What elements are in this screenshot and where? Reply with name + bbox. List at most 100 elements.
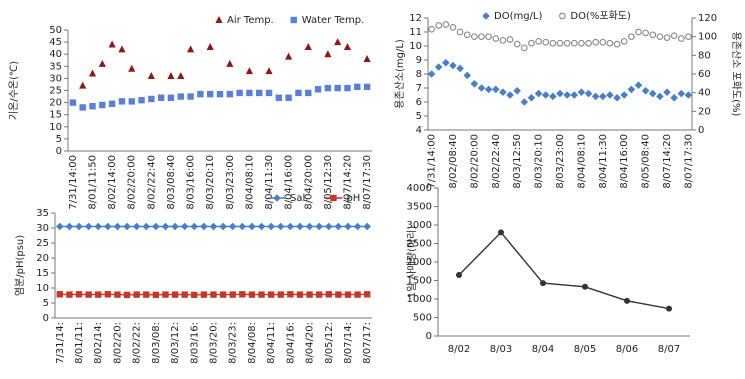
data-point [513,87,521,95]
data-point [296,291,304,298]
x-tick-label: 8/02/22:40 [491,134,502,189]
data-point [324,84,332,92]
data-point [656,92,664,101]
x-tick-label: 8/07/14: [343,322,354,364]
data-point [152,222,160,231]
data-point [157,94,165,101]
data-point [620,91,629,99]
data-point [534,89,543,98]
data-point [624,297,630,304]
data-point [180,222,189,231]
x-tick-label: 8/02/08:40 [448,134,459,189]
data-point [161,222,170,231]
y-axis-label: 용존산소(mg/L) [394,39,406,109]
legend-label: Sal. [290,193,308,204]
data-point [226,59,234,67]
data-point [334,38,342,46]
data-point [666,305,672,312]
data-point [181,291,188,298]
y-tick-label: 20 [49,98,62,109]
y-tick-label: 35 [36,208,49,219]
data-point [206,42,214,50]
y-tick-label: 500 [413,313,432,324]
x-tick-label: 8/07/14:20 [662,134,673,189]
legend-marker [215,16,223,23]
data-point [549,39,557,47]
data-point [267,291,275,298]
x-tick-label: 7/31/14:00 [68,155,79,210]
data-point [277,291,284,298]
data-point [315,291,323,298]
legend-label: DO(%포화도) [570,10,631,22]
y-axis-label: 1일 사매량(마리) [406,226,418,299]
data-point [363,222,371,231]
data-point [663,34,671,41]
data-point [69,99,77,106]
y-tick-label: 45 [49,37,62,48]
data-point [485,33,492,41]
legend-label: Water Temp. [302,15,365,26]
x-tick-label: 8/04/20:00 [303,155,314,210]
data-point [85,291,92,298]
data-point [578,39,585,47]
legend-marker [273,194,281,202]
data-point [248,222,256,231]
data-point [66,291,73,298]
data-point [133,291,140,298]
x-tick-label: 8/02/14: [93,322,104,364]
data-point [471,33,478,41]
x-tick-label: 8/04/11: [266,322,277,364]
data-point [113,222,122,231]
data-point [484,85,493,94]
data-point [256,89,263,97]
x-tick-label: 8/01/11:50 [88,155,99,210]
y-tick-label: 5 [43,298,49,309]
data-point [324,50,332,58]
x-tick-label: 8/07 [658,344,680,355]
data-point [513,40,521,48]
data-point [238,222,247,231]
data-point [549,92,557,101]
data-point [209,222,218,231]
data-point [449,61,457,70]
data-point [118,98,126,105]
data-point [442,21,450,28]
data-point [613,94,621,102]
y-tick-label: 4000 [407,183,432,194]
data-point [363,291,371,298]
data-point [684,91,693,99]
x-tick-label: 8/02/14:00 [107,155,118,210]
data-point [344,222,352,231]
data-point [456,271,462,278]
data-point [506,91,514,99]
data-point [506,36,514,43]
x-tick-label: 8/03/23:00 [555,134,566,189]
x-tick-label: 8/05/12:30 [323,155,334,210]
y2-tick-label: 20 [698,106,711,117]
legend-marker [559,12,566,20]
x-tick-label: 8/04/11:30 [264,155,275,210]
data-point [577,88,586,96]
data-point [95,291,102,298]
data-point [542,38,550,46]
data-point [228,222,237,231]
data-point [200,291,208,298]
data-point [344,291,352,298]
x-tick-label: 8/02/22: [132,322,143,364]
y-tick-label: 8 [416,69,422,80]
x-tick-label: 8/03/08:40 [166,155,177,210]
data-point [634,81,643,89]
y-tick-label: 25 [36,238,49,249]
y-tick-label: 35 [49,61,62,72]
data-point [334,84,341,92]
data-point [527,94,536,102]
y-tick-label: 7 [416,83,422,94]
data-point [354,83,361,91]
data-point [470,80,479,88]
data-point [324,222,333,231]
x-tick-label: 8/07/17:30 [683,134,694,189]
x-tick-label: 8/03/20:10 [534,134,545,189]
x-tick-label: 8/03/16: [189,322,200,364]
data-point [94,222,103,231]
data-point [286,222,295,231]
